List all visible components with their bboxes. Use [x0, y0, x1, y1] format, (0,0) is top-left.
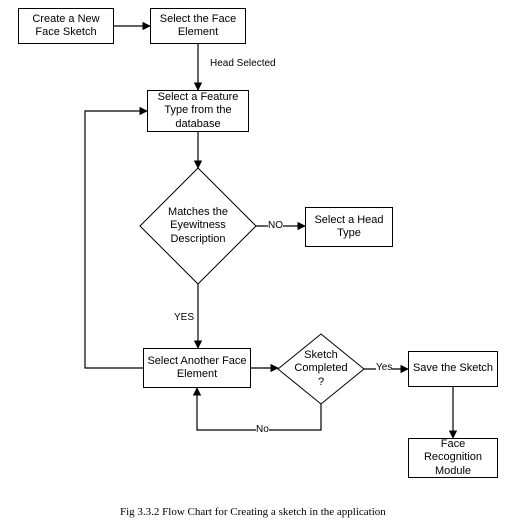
node-save-sketch: Save the Sketch: [408, 351, 498, 387]
node-label: Matches the Eyewitness Description: [155, 206, 241, 246]
node-face-recognition: Face Recognition Module: [408, 438, 498, 478]
node-label: Select Another Face Element: [146, 355, 248, 381]
node-face-element: Select the Face Element: [150, 8, 246, 44]
node-create: Create a New Face Sketch: [18, 8, 114, 44]
node-label: Sketch Completed ?: [293, 349, 349, 389]
node-head-type: Select a Head Type: [305, 207, 393, 247]
node-another-element: Select Another Face Element: [143, 348, 251, 388]
flowchart-stage: Create a New Face Sketch Select the Face…: [0, 0, 509, 526]
node-matches-description: Matches the Eyewitness Description: [140, 168, 256, 284]
node-label: Save the Sketch: [413, 362, 493, 375]
node-label: Select the Face Element: [153, 13, 243, 39]
figure-caption: Fig 3.3.2 Flow Chart for Creating a sket…: [120, 506, 386, 518]
node-label: Create a New Face Sketch: [21, 13, 111, 39]
edge-label-no-completed: No: [256, 424, 269, 435]
edge-label-yes-match: YES: [174, 312, 194, 323]
edge-label-head-selected: Head Selected: [210, 58, 276, 69]
node-sketch-completed: Sketch Completed ?: [278, 334, 364, 404]
edge-label-no-head: NO: [268, 220, 283, 231]
node-feature-type: Select a Feature Type from the database: [147, 90, 249, 132]
node-label: Select a Head Type: [308, 214, 390, 240]
node-label: Select a Feature Type from the database: [150, 91, 246, 131]
edge-label-yes-completed: Yes: [376, 362, 392, 373]
node-label: Face Recognition Module: [411, 438, 495, 478]
